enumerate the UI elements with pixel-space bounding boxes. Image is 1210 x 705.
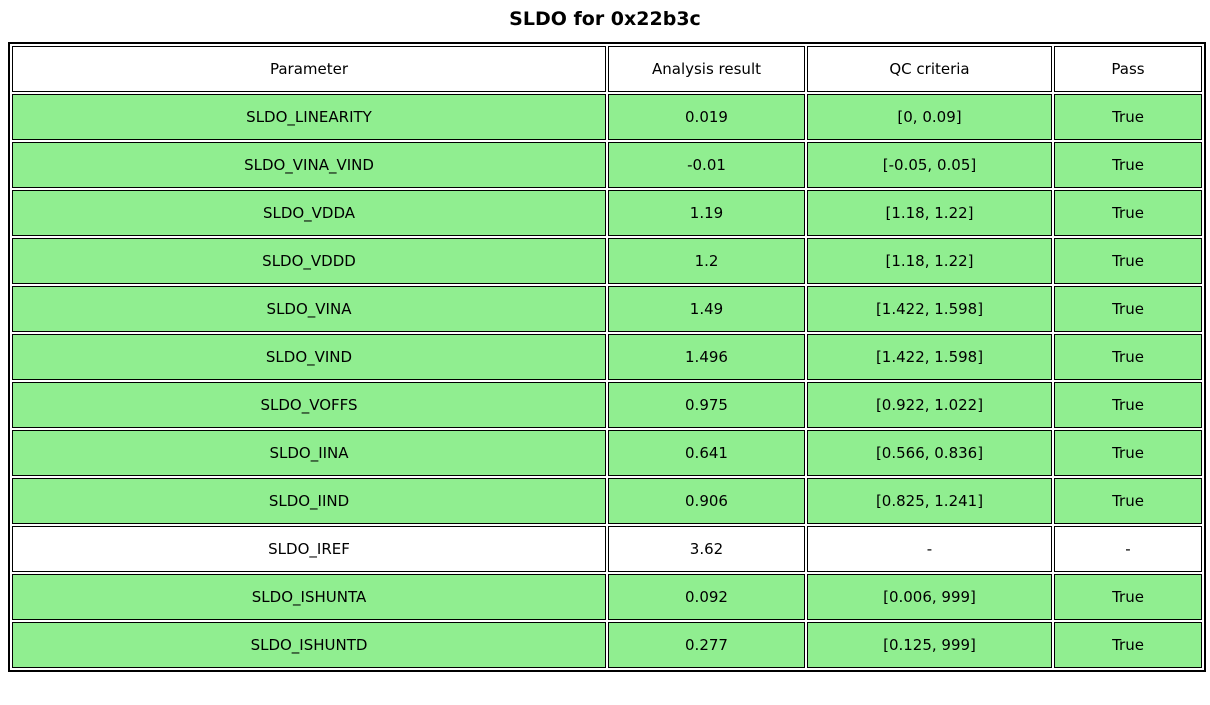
cell-pass: True [1054,430,1202,476]
table-row: SLDO_LINEARITY 0.019 [0, 0.09] True [12,94,1202,140]
cell-qc-criteria: [0.825, 1.241] [807,478,1052,524]
cell-qc-criteria: [0, 0.09] [807,94,1052,140]
cell-parameter: SLDO_IREF [12,526,606,572]
cell-analysis-result: 1.496 [608,334,805,380]
cell-parameter: SLDO_IIND [12,478,606,524]
cell-qc-criteria: [1.422, 1.598] [807,286,1052,332]
cell-qc-criteria: [1.18, 1.22] [807,190,1052,236]
table-row: SLDO_VINA_VIND -0.01 [-0.05, 0.05] True [12,142,1202,188]
cell-analysis-result: -0.01 [608,142,805,188]
cell-analysis-result: 1.19 [608,190,805,236]
cell-qc-criteria: [0.006, 999] [807,574,1052,620]
chart-title: SLDO for 0x22b3c [509,8,701,30]
cell-parameter: SLDO_LINEARITY [12,94,606,140]
cell-parameter: SLDO_VDDA [12,190,606,236]
cell-analysis-result: 0.277 [608,622,805,668]
cell-qc-criteria: [0.922, 1.022] [807,382,1052,428]
cell-parameter: SLDO_VINA_VIND [12,142,606,188]
cell-analysis-result: 0.019 [608,94,805,140]
cell-parameter: SLDO_VOFFS [12,382,606,428]
cell-parameter: SLDO_ISHUNTD [12,622,606,668]
table-row: SLDO_ISHUNTD 0.277 [0.125, 999] True [12,622,1202,668]
cell-analysis-result: 0.906 [608,478,805,524]
cell-parameter: SLDO_VINA [12,286,606,332]
cell-analysis-result: 0.092 [608,574,805,620]
header-row: Parameter Analysis result QC criteria Pa… [12,46,1202,92]
cell-analysis-result: 0.641 [608,430,805,476]
cell-qc-criteria: [1.18, 1.22] [807,238,1052,284]
cell-qc-criteria: [0.125, 999] [807,622,1052,668]
cell-qc-criteria: - [807,526,1052,572]
cell-pass: True [1054,622,1202,668]
cell-analysis-result: 3.62 [608,526,805,572]
cell-pass: True [1054,94,1202,140]
cell-pass: True [1054,286,1202,332]
table-row: SLDO_IIND 0.906 [0.825, 1.241] True [12,478,1202,524]
column-header-analysis-result: Analysis result [608,46,805,92]
cell-pass: True [1054,190,1202,236]
cell-pass: True [1054,334,1202,380]
cell-qc-criteria: [0.566, 0.836] [807,430,1052,476]
cell-pass: True [1054,382,1202,428]
cell-analysis-result: 0.975 [608,382,805,428]
cell-pass: True [1054,478,1202,524]
table-row: SLDO_VIND 1.496 [1.422, 1.598] True [12,334,1202,380]
table-row: SLDO_VOFFS 0.975 [0.922, 1.022] True [12,382,1202,428]
table-row: SLDO_VDDD 1.2 [1.18, 1.22] True [12,238,1202,284]
cell-parameter: SLDO_IINA [12,430,606,476]
cell-pass: True [1054,574,1202,620]
cell-pass: - [1054,526,1202,572]
table-row: SLDO_IINA 0.641 [0.566, 0.836] True [12,430,1202,476]
cell-parameter: SLDO_VIND [12,334,606,380]
cell-qc-criteria: [1.422, 1.598] [807,334,1052,380]
column-header-pass: Pass [1054,46,1202,92]
qc-results-table: Parameter Analysis result QC criteria Pa… [8,42,1206,672]
cell-qc-criteria: [-0.05, 0.05] [807,142,1052,188]
cell-parameter: SLDO_ISHUNTA [12,574,606,620]
table-row: SLDO_ISHUNTA 0.092 [0.006, 999] True [12,574,1202,620]
cell-pass: True [1054,238,1202,284]
cell-pass: True [1054,142,1202,188]
table-row: SLDO_VINA 1.49 [1.422, 1.598] True [12,286,1202,332]
cell-parameter: SLDO_VDDD [12,238,606,284]
column-header-parameter: Parameter [12,46,606,92]
cell-analysis-result: 1.2 [608,238,805,284]
table-body: SLDO_LINEARITY 0.019 [0, 0.09] True SLDO… [12,94,1202,668]
table-row: SLDO_VDDA 1.19 [1.18, 1.22] True [12,190,1202,236]
column-header-qc-criteria: QC criteria [807,46,1052,92]
table-row: SLDO_IREF 3.62 - - [12,526,1202,572]
cell-analysis-result: 1.49 [608,286,805,332]
